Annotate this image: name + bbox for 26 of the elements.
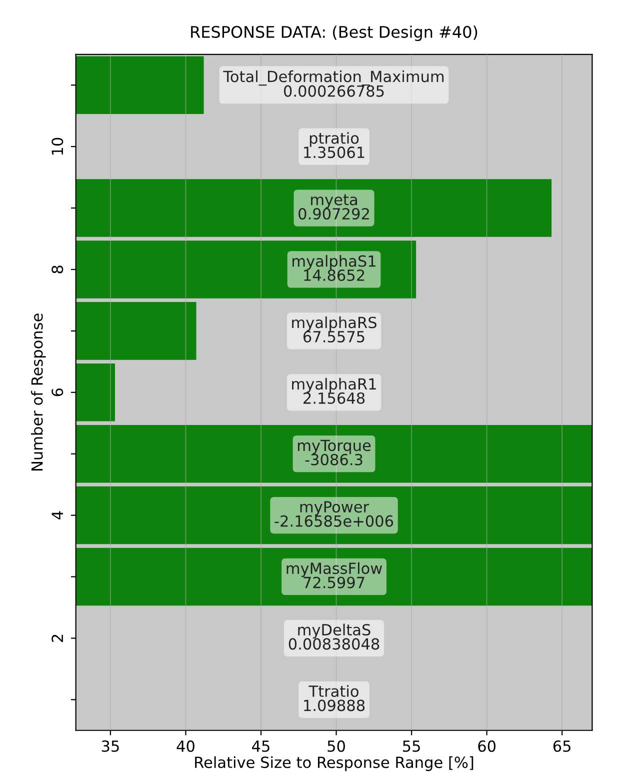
x-tick-label: 55 xyxy=(403,740,420,752)
x-tick-label: 45 xyxy=(252,740,270,752)
x-tick-label: 60 xyxy=(478,740,496,752)
annotation: Ttratio 1.09888 xyxy=(304,685,365,712)
annotation: myalphaRS 67.5575 xyxy=(292,316,376,342)
x-tick-label: 65 xyxy=(553,740,570,752)
y-tick-label: 2 xyxy=(52,634,63,642)
annotation: myalphaS1 14.8652 xyxy=(292,254,376,282)
annotation: myDeltaS 0.00838048 xyxy=(288,624,380,650)
annotation: myMassFlow 72.5997 xyxy=(286,562,382,588)
x-axis-title: Relative Size to Response Range [%] xyxy=(195,756,474,772)
x-tick-label: 35 xyxy=(102,740,119,752)
x-tick-label: 50 xyxy=(328,740,345,752)
annotation: myPower -2.16585e+006 xyxy=(274,501,394,527)
x-tick-label: 40 xyxy=(176,740,194,752)
annotation: myeta 0.907292 xyxy=(298,194,369,220)
y-tick-label: 4 xyxy=(52,511,63,520)
annotation: Total_Deformation_Maximum 0.000266785 xyxy=(223,70,444,97)
chart-title: RESPONSE DATA: (Best Design #40) xyxy=(191,26,478,42)
y-tick-label: 8 xyxy=(52,266,64,274)
annotation: myTorque -3086.3 xyxy=(298,440,371,466)
y-tick-label: 10 xyxy=(52,138,64,155)
y-axis-title: Number of Response xyxy=(30,314,46,470)
annotation: myalphaR1 2.15648 xyxy=(292,378,376,404)
y-tick-label: 6 xyxy=(52,388,64,396)
annotation: ptratio 1.35061 xyxy=(304,132,364,158)
